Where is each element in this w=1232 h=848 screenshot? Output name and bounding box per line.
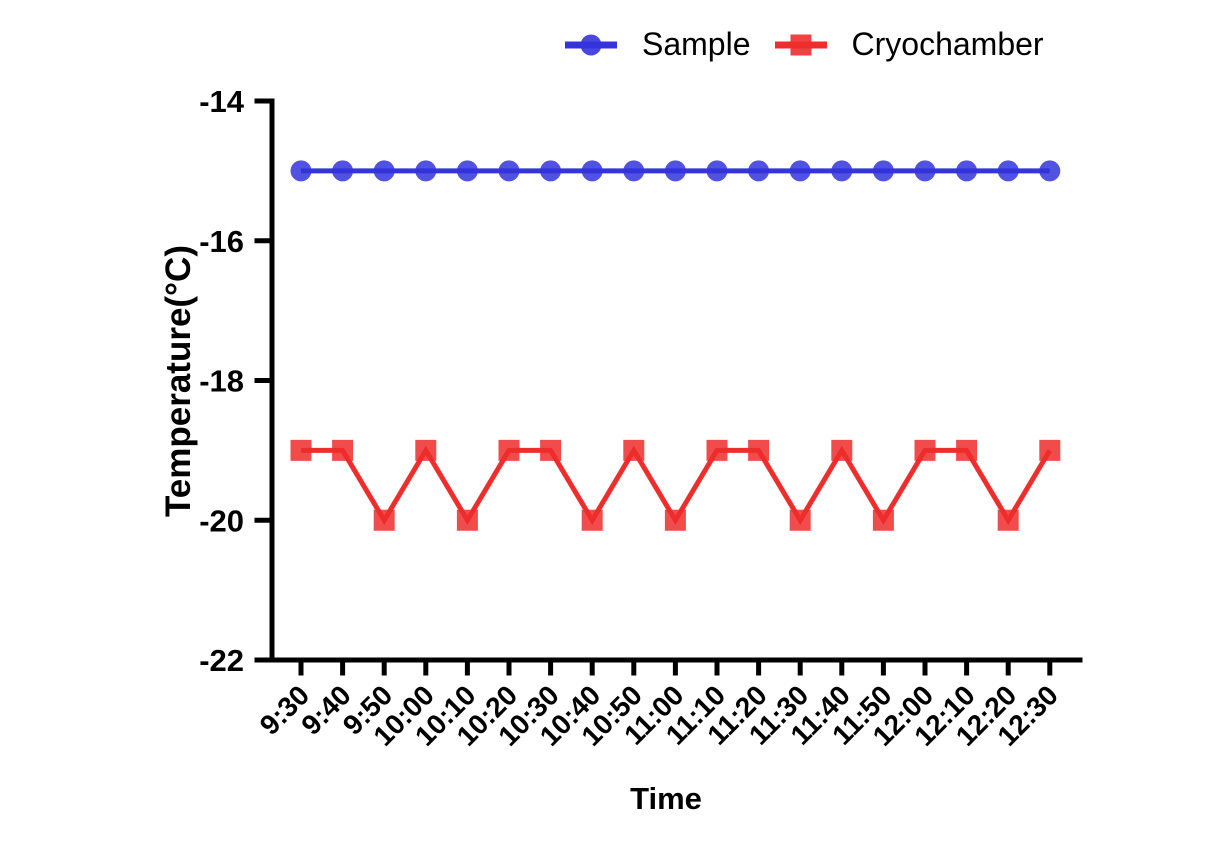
data-point	[581, 160, 603, 182]
y-axis-title: Temperature(°C)	[159, 245, 198, 517]
data-point	[456, 509, 478, 531]
y-tick-label: -18	[199, 364, 244, 399]
data-point	[664, 160, 686, 182]
data-point	[415, 160, 437, 182]
data-point	[748, 160, 770, 182]
sample-legend-marker-icon	[565, 34, 617, 55]
cryochamber-legend-marker-icon	[774, 34, 827, 55]
data-point	[373, 160, 395, 182]
data-point	[914, 439, 936, 461]
legend-label-sample: Sample	[642, 26, 751, 62]
data-point	[872, 509, 894, 531]
data-point	[498, 160, 520, 182]
data-point	[997, 160, 1019, 182]
data-point	[540, 439, 562, 461]
data-point	[789, 509, 811, 531]
data-point	[623, 439, 645, 461]
data-point	[1039, 439, 1061, 461]
y-tick-label: -22	[199, 643, 244, 678]
data-point	[997, 509, 1019, 531]
data-point	[581, 509, 603, 531]
data-point	[290, 160, 312, 182]
data-point	[831, 439, 853, 461]
legend-item-cryochamber: Cryochamber	[773, 26, 1044, 63]
data-point	[748, 439, 770, 461]
data-point	[623, 160, 645, 182]
data-point	[373, 509, 395, 531]
data-point	[789, 160, 811, 182]
y-tick-label: -16	[199, 224, 244, 259]
x-axis: 9:309:409:5010:0010:1010:2010:3010:4010:…	[254, 662, 1064, 752]
y-axis: -14 -16 -18 -20 -22	[199, 84, 270, 678]
axes	[269, 98, 1083, 663]
data-point	[332, 439, 354, 461]
data-point	[456, 160, 478, 182]
data-point	[540, 160, 562, 182]
data-point	[956, 439, 978, 461]
data-point	[1039, 160, 1061, 182]
data-point	[498, 439, 520, 461]
data-point	[415, 439, 437, 461]
data-point	[831, 160, 853, 182]
data-point	[956, 160, 978, 182]
x-axis-title: Time	[630, 781, 702, 816]
data-point	[706, 439, 728, 461]
data-point	[914, 160, 936, 182]
data-point	[872, 160, 894, 182]
data-point	[290, 439, 312, 461]
legend-item-sample: Sample	[563, 26, 751, 63]
y-tick-label: -14	[199, 84, 245, 119]
data-point	[706, 160, 728, 182]
series-sample	[290, 160, 1061, 182]
y-tick-label: -20	[199, 503, 244, 538]
data-point	[332, 160, 354, 182]
legend-label-cryochamber: Cryochamber	[851, 26, 1044, 62]
data-point	[664, 509, 686, 531]
legend: Sample Cryochamber	[563, 26, 1044, 63]
series-cryochamber	[290, 439, 1061, 531]
